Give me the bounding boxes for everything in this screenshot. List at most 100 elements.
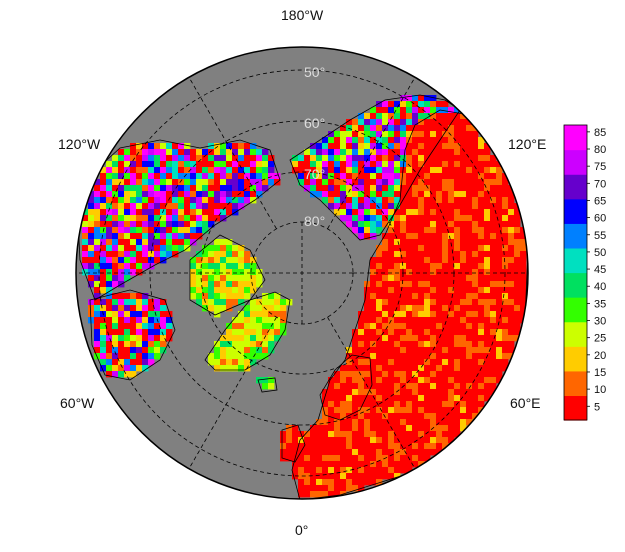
data-cell: [442, 287, 449, 294]
data-cell: [478, 149, 485, 156]
data-cell: [94, 323, 101, 330]
data-cell: [520, 257, 527, 264]
data-cell: [376, 125, 383, 132]
data-cell: [124, 353, 131, 360]
data-cell: [268, 173, 275, 180]
data-cell: [142, 197, 149, 204]
data-cell: [478, 389, 485, 396]
data-cell: [382, 263, 389, 270]
data-cell: [238, 155, 245, 162]
data-cell: [208, 269, 215, 276]
data-cell: [478, 137, 485, 144]
data-cell: [364, 443, 371, 450]
data-cell: [376, 275, 383, 282]
data-cell: [460, 347, 467, 354]
data-cell: [370, 275, 377, 282]
data-cell: [94, 263, 101, 270]
data-cell: [340, 407, 347, 414]
data-cell: [166, 227, 173, 234]
data-cell: [376, 353, 383, 360]
data-cell: [82, 209, 89, 216]
data-cell: [220, 215, 227, 222]
data-cell: [322, 185, 329, 192]
data-cell: [472, 155, 479, 162]
data-cell: [400, 329, 407, 336]
data-cell: [466, 347, 473, 354]
data-cell: [322, 191, 329, 198]
data-cell: [472, 323, 479, 330]
data-cell: [340, 149, 347, 156]
data-cell: [136, 167, 143, 174]
data-cell: [190, 287, 197, 294]
data-cell: [334, 179, 341, 186]
data-cell: [148, 239, 155, 246]
data-cell: [202, 161, 209, 168]
data-cell: [262, 155, 269, 162]
data-cell: [382, 269, 389, 276]
data-cell: [424, 407, 431, 414]
data-cell: [478, 335, 485, 342]
data-cell: [502, 209, 509, 216]
data-cell: [256, 347, 263, 354]
data-cell: [178, 185, 185, 192]
data-cell: [406, 329, 413, 336]
data-cell: [226, 197, 233, 204]
data-cell: [112, 269, 119, 276]
coastline-canada-east: [89, 289, 176, 381]
data-cell: [418, 125, 425, 132]
data-cell: [310, 485, 317, 492]
data-cell: [454, 419, 461, 426]
data-cell: [370, 125, 377, 132]
data-cell: [502, 347, 509, 354]
data-cell: [268, 293, 275, 300]
data-cell: [418, 353, 425, 360]
coastline-arctic-archipelago: [189, 234, 266, 316]
data-cell: [172, 155, 179, 162]
data-cell: [448, 425, 455, 432]
data-cell: [130, 227, 137, 234]
data-cell: [256, 149, 263, 156]
data-cell: [136, 161, 143, 168]
data-cell: [196, 269, 203, 276]
data-cell: [364, 389, 371, 396]
colorbar-segment: [564, 125, 587, 151]
data-cell: [430, 437, 437, 444]
data-cell: [496, 167, 503, 174]
data-cell: [364, 143, 371, 150]
data-cell: [442, 413, 449, 420]
data-cell: [328, 191, 335, 198]
data-cell: [460, 401, 467, 408]
data-cell: [340, 485, 347, 492]
data-cell: [334, 425, 341, 432]
data-cell: [142, 341, 149, 348]
data-cell: [124, 323, 131, 330]
data-cell: [388, 155, 395, 162]
data-cell: [256, 161, 263, 168]
data-cell: [184, 227, 191, 234]
data-cell: [460, 155, 467, 162]
data-cell: [196, 287, 203, 294]
data-cell: [220, 365, 227, 372]
data-cell: [424, 113, 431, 120]
data-cell: [514, 221, 521, 228]
data-cell: [358, 413, 365, 420]
data-cell: [406, 179, 413, 186]
data-cell: [454, 383, 461, 390]
data-cell: [442, 191, 449, 198]
data-cell: [454, 293, 461, 300]
data-cell: [166, 329, 173, 336]
data-cell: [112, 185, 119, 192]
data-cell: [478, 287, 485, 294]
data-cell: [154, 239, 161, 246]
data-cell: [460, 419, 467, 426]
data-cell: [412, 323, 419, 330]
data-cell: [220, 263, 227, 270]
data-cell: [166, 239, 173, 246]
data-cell: [328, 149, 335, 156]
data-cell: [394, 143, 401, 150]
data-cell: [232, 365, 239, 372]
data-cell: [250, 311, 257, 318]
data-cell: [154, 149, 161, 156]
data-cell: [430, 305, 437, 312]
data-cell: [388, 389, 395, 396]
